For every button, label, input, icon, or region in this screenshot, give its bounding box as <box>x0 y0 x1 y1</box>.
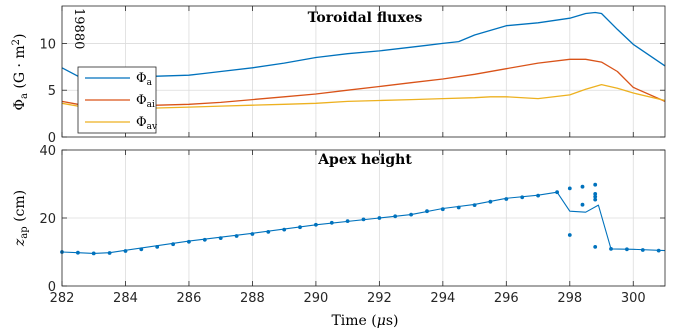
z-subscript: ap <box>19 226 30 238</box>
apex-height-point <box>266 230 271 234</box>
top-axes-box <box>61 5 666 138</box>
top-title: Toroidal fluxes <box>308 10 423 26</box>
x-tick-label: 290 <box>303 291 328 306</box>
phi-a-subscript: a <box>19 93 30 99</box>
y-tick-label: 40 <box>39 144 56 159</box>
apex-height-point <box>536 193 540 198</box>
x-tick-label: 282 <box>50 291 75 306</box>
shot-number-annotation: 19880 <box>71 8 86 49</box>
z-symbol: z <box>12 238 28 247</box>
x-tick-label: 298 <box>557 291 582 306</box>
apex-height-point <box>567 186 572 191</box>
apex-height-point <box>580 202 585 207</box>
apex-height-point <box>123 249 128 253</box>
apex-height-point <box>107 251 112 255</box>
apex-height-point <box>314 222 318 227</box>
bottom-y-ticks: 0 20 40 <box>39 144 665 295</box>
top-y-ticks: 0 5 10 <box>39 37 665 146</box>
apex-height-point <box>504 197 509 201</box>
phi-a-symbol: Φ <box>12 99 28 110</box>
apex-height-point <box>472 203 477 208</box>
top-y-axis-label: Φa (G · m2) <box>11 33 30 110</box>
apex-height-point <box>555 190 559 195</box>
apex-height-point <box>656 248 661 253</box>
x-tick-label: 292 <box>367 291 392 306</box>
y-tick-label: 5 <box>48 84 56 99</box>
unit-close: ) <box>12 33 28 38</box>
x-tick-label: 296 <box>494 291 519 306</box>
apex-height-point <box>218 236 223 241</box>
apex-height-point <box>593 197 598 202</box>
apex-height-point <box>139 247 144 252</box>
x-tick-label: 288 <box>240 291 265 306</box>
x-tick-label: 294 <box>430 291 455 306</box>
y-tick-label: 20 <box>39 212 56 227</box>
apex-height-point <box>593 245 598 249</box>
apex-height-point <box>171 242 176 247</box>
apex-height-point <box>298 225 302 230</box>
toroidal-fluxes-panel: 0 5 10 Toroidal fluxes 19880 Φa (G · m2) Φ… <box>11 5 666 146</box>
apex-height-point <box>567 233 572 237</box>
z-unit: (cm) <box>12 190 28 227</box>
apex-height-point <box>440 207 445 212</box>
apex-height-point <box>187 239 191 244</box>
apex-height-point <box>329 220 334 225</box>
legend: Φa Φai Φav <box>77 66 158 134</box>
y-tick-label: 0 <box>48 280 56 295</box>
apex-height-point <box>345 219 350 224</box>
apex-height-point <box>640 248 645 252</box>
apex-height-point <box>580 184 585 189</box>
apex-height-point <box>361 217 366 222</box>
bottom-title: Apex height <box>317 152 412 168</box>
apex-height-point <box>250 232 255 236</box>
apex-height-point <box>234 234 239 238</box>
apex-height-point <box>593 182 598 187</box>
apex-height-point <box>409 212 413 217</box>
bottom-x-ticks: 282 284 286 288 290 292 294 296 298 300 <box>50 150 646 306</box>
apex-height-point <box>625 247 629 252</box>
x-tick-label: 286 <box>177 291 202 306</box>
y-tick-label: 10 <box>39 37 56 52</box>
apex-height-point <box>155 245 160 249</box>
apex-height-point <box>456 205 461 210</box>
x-axis-label: Time (μs) <box>331 313 398 329</box>
apex-height-point <box>593 194 598 199</box>
apex-height-point <box>393 214 398 219</box>
apex-height-point <box>91 251 96 256</box>
top-plot-area <box>62 6 665 137</box>
series-line-0 <box>61 11 666 78</box>
apex-height-panel: 0 20 40 282 284 286 288 290 292 294 296 298 300 Ape… <box>12 144 666 329</box>
apex-height-point <box>609 247 613 251</box>
apex-height-point <box>282 227 287 232</box>
bottom-y-axis-label: zap (cm) <box>12 190 30 247</box>
bottom-series <box>60 182 666 256</box>
apex-height-point <box>76 250 80 255</box>
apex-height-point <box>202 237 207 242</box>
y-tick-label: 0 <box>48 131 56 146</box>
apex-height-point <box>593 192 598 196</box>
unit-open: (G · m <box>12 45 28 93</box>
apex-height-point <box>377 216 382 220</box>
apex-height-point <box>488 199 493 204</box>
apex-height-point <box>425 209 429 214</box>
apex-height-point <box>520 195 525 200</box>
x-tick-label: 300 <box>621 291 646 306</box>
x-tick-label: 284 <box>113 291 138 306</box>
unit-sup: 2 <box>11 39 22 45</box>
top-x-ticks <box>61 6 634 137</box>
mu-symbol: μ <box>377 313 386 329</box>
